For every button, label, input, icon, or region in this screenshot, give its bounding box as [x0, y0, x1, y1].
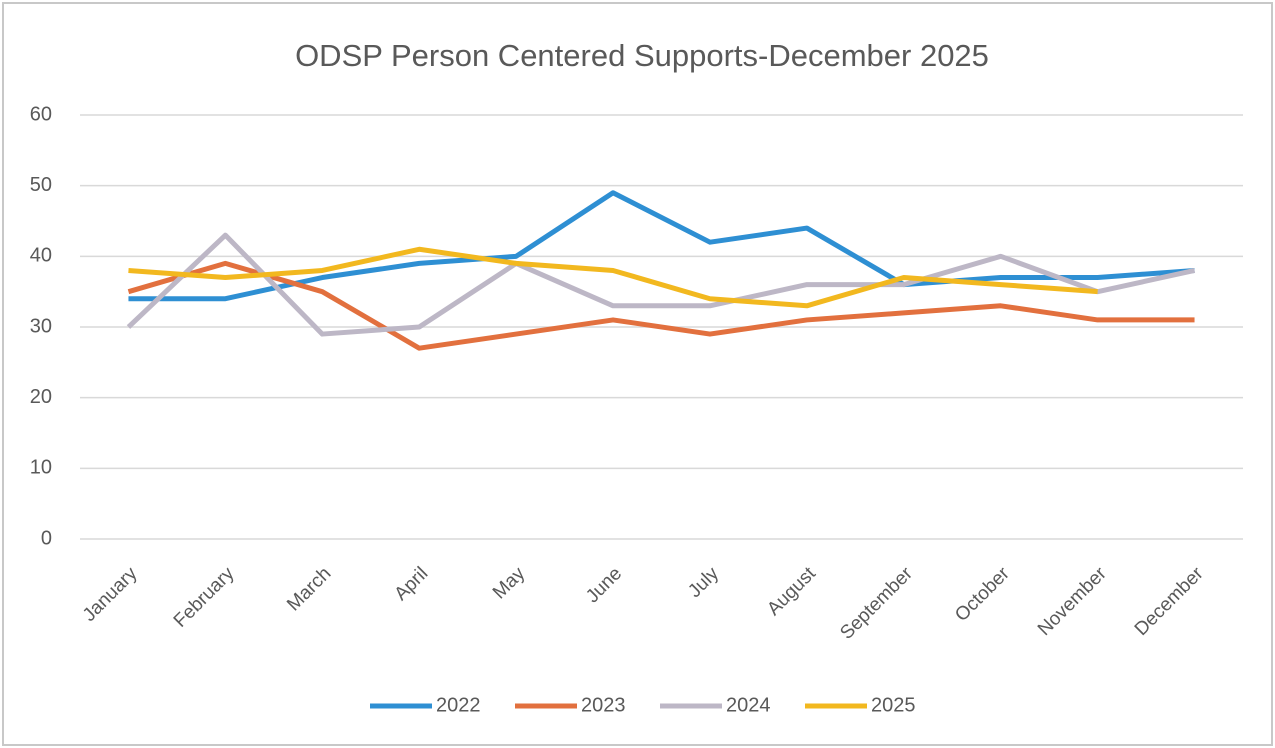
y-tick-label: 20: [30, 386, 52, 408]
legend-label: 2025: [871, 694, 916, 716]
y-tick-label: 50: [30, 174, 52, 196]
series-line: [126, 232, 1196, 337]
chart-title: ODSP Person Centered Supports-December 2…: [295, 38, 989, 73]
legend-label: 2022: [436, 694, 481, 716]
series-line: [128, 246, 1098, 309]
y-tick-label: 60: [30, 103, 52, 125]
y-tick-label: 0: [41, 527, 52, 549]
y-tick-label: 10: [30, 457, 52, 479]
series-line: [128, 190, 1195, 302]
y-tick-label: 30: [30, 315, 52, 337]
legend-label: 2024: [726, 694, 771, 716]
series-line: [127, 260, 1195, 351]
y-tick-label: 40: [30, 245, 52, 267]
legend-label: 2023: [581, 694, 626, 716]
